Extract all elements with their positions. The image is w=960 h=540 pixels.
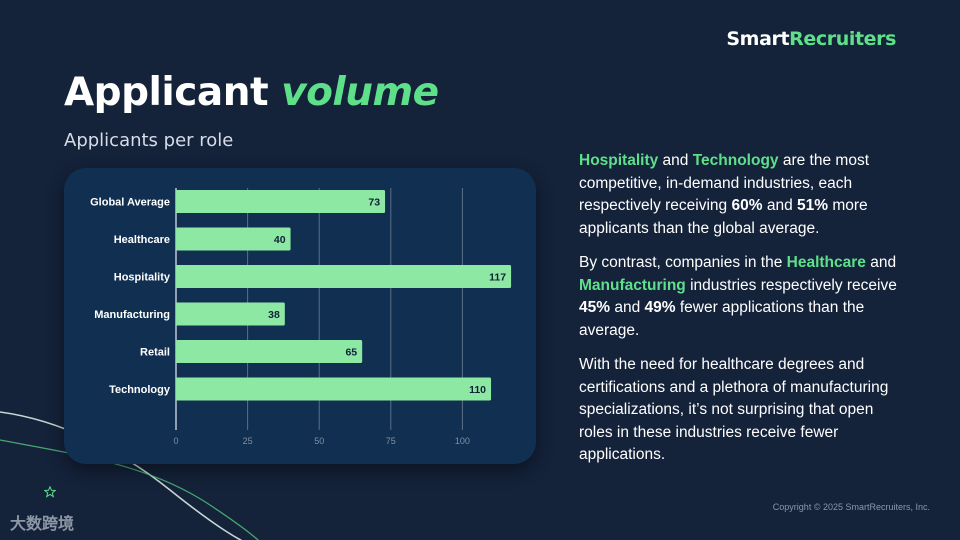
text: fewer applications than the average. [579, 299, 865, 339]
data-label: 65 [345, 347, 357, 359]
chart-subtitle: Applicants per role [64, 130, 234, 151]
stat-51: 51% [797, 197, 829, 214]
stat-60: 60% [731, 197, 763, 214]
watermark-text: 大数跨境 [10, 516, 75, 533]
x-tick-label: 25 [243, 436, 253, 446]
paragraph-2: By contrast, companies in the Healthcare… [579, 252, 909, 342]
text: By contrast, companies in the [579, 254, 787, 271]
x-tick-label: 0 [173, 436, 178, 446]
data-label: 110 [469, 384, 486, 396]
brand-logo: SmartRecruiters [726, 28, 896, 50]
stat-49: 49% [644, 299, 676, 316]
category-label: Hospitality [114, 272, 171, 284]
text: more applicants than the global average. [579, 197, 868, 237]
text: and [658, 152, 693, 169]
data-label: 73 [368, 197, 380, 209]
highlight-hospitality: Hospitality [579, 152, 659, 169]
brand-logo-part2: Recruiters [789, 28, 896, 50]
bar-chart: 0 25 50 75 100 Global Average 73 Healthcare 40 Ho… [90, 188, 512, 446]
bar [176, 302, 285, 326]
bar [176, 340, 363, 363]
highlight-technology: Technology [692, 152, 779, 169]
star-icon [44, 486, 56, 498]
text: industries respectively receive [685, 276, 897, 294]
data-label: 117 [489, 272, 506, 284]
brand-logo-part1: Smart [726, 28, 790, 50]
category-label: Manufacturing [94, 309, 170, 321]
body-text: Hospitality and Technology are the most … [579, 150, 909, 479]
category-label: Retail [140, 347, 170, 359]
paragraph-3: With the need for healthcare degrees and… [579, 356, 889, 463]
text: and [762, 197, 797, 214]
paragraph-1: Hospitality and Technology are the most … [579, 150, 909, 240]
text: are the most competitive, in-demand indu… [579, 152, 870, 214]
x-tick-label: 100 [455, 436, 470, 446]
x-tick-label: 50 [314, 436, 324, 446]
bar [176, 377, 492, 401]
page-title-part1: Applicant [64, 70, 282, 115]
highlight-manufacturing: Manufacturing [579, 276, 686, 294]
text: and [865, 254, 897, 271]
bar [176, 227, 291, 251]
data-label: 40 [274, 234, 286, 246]
stat-45: 45% [579, 299, 611, 316]
bar [176, 265, 512, 288]
text: and [610, 299, 645, 316]
chart-card: 0 25 50 75 100 Global Average 73 Healthcare 40 Ho… [64, 168, 536, 464]
category-label: Healthcare [114, 234, 170, 246]
copyright-text: Copyright © 2025 SmartRecruiters, Inc. [772, 502, 930, 512]
page-title-accent: volume [281, 70, 439, 115]
watermark: 大数跨境 [10, 510, 74, 534]
category-label: Technology [109, 384, 171, 396]
data-label: 38 [268, 309, 280, 321]
bar [176, 190, 386, 213]
category-label: Global Average [90, 197, 170, 209]
page-title: Applicant volume [64, 70, 439, 115]
highlight-healthcare: Healthcare [786, 254, 866, 271]
x-tick-label: 75 [386, 436, 396, 446]
